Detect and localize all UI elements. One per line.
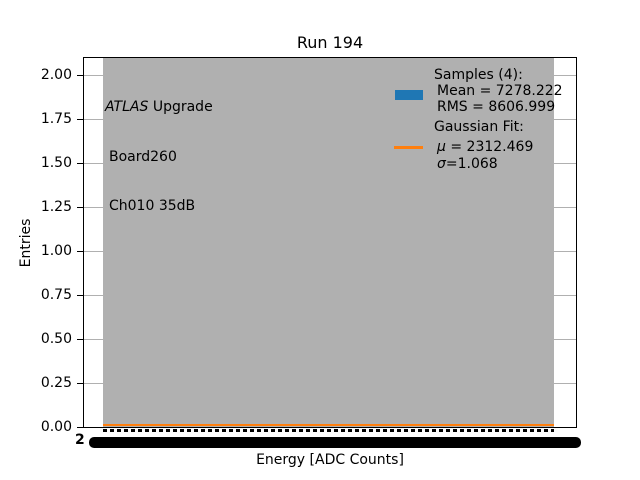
info-line-1: ATLAS Upgrade xyxy=(105,99,213,115)
plot-title: Run 194 xyxy=(296,33,364,52)
legend-rms-value: RMS = 8606.999 xyxy=(437,99,556,115)
ytick-label: 0.75 xyxy=(40,287,72,303)
ytick-label: 1.50 xyxy=(40,155,72,171)
legend-sample-swatch xyxy=(395,90,423,100)
ytick-label: 1.75 xyxy=(40,111,72,127)
info-line-2: Board260 xyxy=(109,148,177,165)
ytick-mark xyxy=(77,163,83,164)
legend-mu-value: μ = 2312.469 xyxy=(437,139,534,155)
x-axis-label: Energy [ADC Counts] xyxy=(256,452,404,468)
ytick-mark xyxy=(77,339,83,340)
ytick-label: 1.00 xyxy=(40,243,72,259)
ytick-label: 0.50 xyxy=(40,331,72,347)
ytick-mark xyxy=(77,427,83,428)
ytick-label: 0.25 xyxy=(40,375,72,391)
legend-sigma-value: σ=1.068 xyxy=(437,156,498,172)
ytick-label: 0.00 xyxy=(40,419,72,435)
legend-samples-header: Samples (4): xyxy=(434,67,523,83)
ytick-label: 1.25 xyxy=(40,199,72,215)
ytick-mark xyxy=(77,75,83,76)
ytick-mark xyxy=(77,383,83,384)
plot-area: ATLAS Upgrade Board260 Ch010 35dB Sample… xyxy=(83,57,577,428)
info-box: ATLAS Upgrade Board260 Ch010 35dB xyxy=(105,66,213,248)
atlas-label: ATLAS xyxy=(105,99,149,115)
legend-fit-header: Gaussian Fit: xyxy=(434,119,524,135)
ytick-label: 2.00 xyxy=(40,67,72,83)
xtick-marks xyxy=(103,429,554,432)
xtick-labels-overlapping-band xyxy=(89,437,581,448)
ytick-mark xyxy=(77,251,83,252)
legend-mean-value: Mean = 7278.222 xyxy=(437,83,563,99)
gaussian-fit-line xyxy=(103,424,554,426)
legend-fit-line-marker xyxy=(394,146,423,149)
ytick-mark xyxy=(77,207,83,208)
info-line-3: Ch010 35dB xyxy=(109,198,196,214)
ytick-mark xyxy=(77,119,83,120)
xtick-first-digit: 2 xyxy=(75,432,85,448)
ytick-mark xyxy=(77,295,83,296)
y-axis-label: Entries xyxy=(18,218,34,268)
histogram-fill xyxy=(103,58,554,427)
